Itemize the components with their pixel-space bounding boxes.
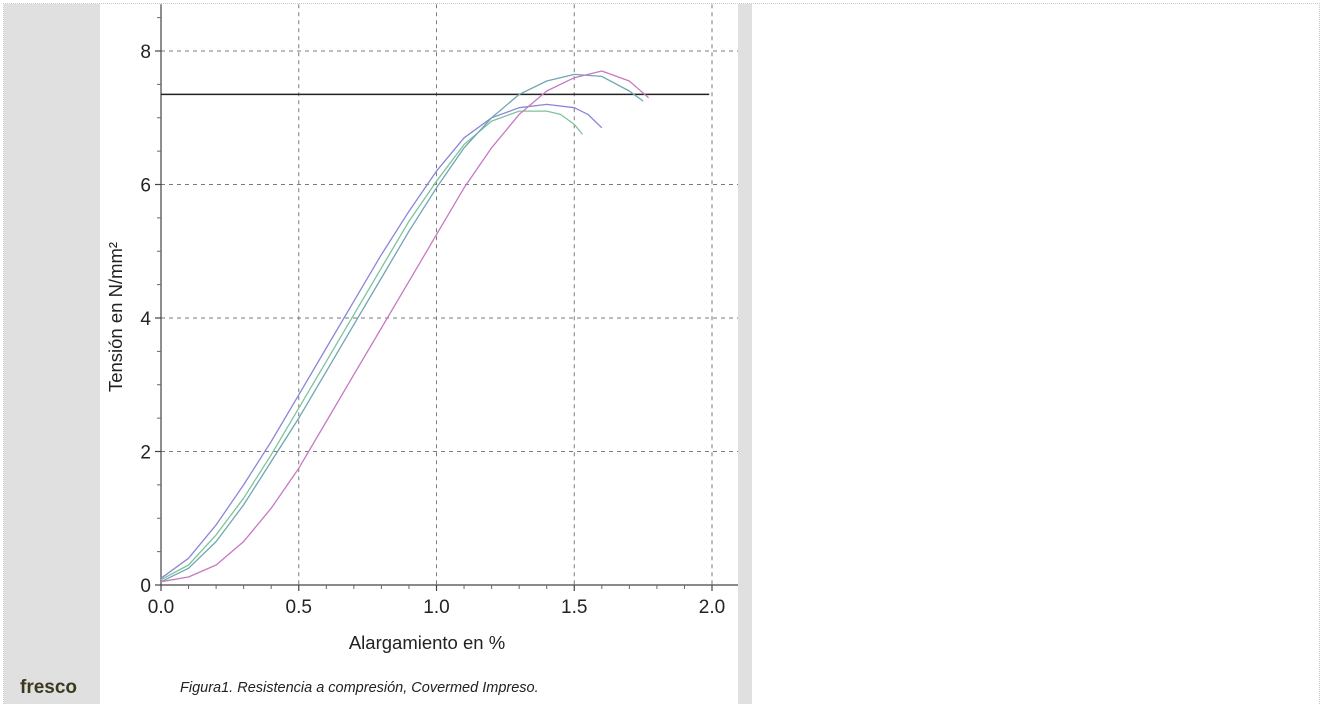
y-tick-label: 4 <box>140 309 151 330</box>
chart: 0.0 0.5 1.0 1.5 2.0 0 2 4 6 8 Alargamiento en % T… <box>105 4 738 653</box>
y-tick-label: 8 <box>140 42 151 63</box>
series <box>160 70 650 583</box>
x-tick-label: 1.0 <box>423 597 449 618</box>
page-frame <box>3 3 1320 704</box>
x-tick-label: 2.0 <box>699 597 725 618</box>
tick-labels: 0.0 0.5 1.0 1.5 2.0 0 2 4 6 8 <box>140 42 725 618</box>
y-axis-label: Tensión en N/mm² <box>105 242 126 392</box>
side-text: fresco <box>20 677 78 698</box>
y-tick-label: 2 <box>140 443 151 464</box>
x-tick-label: 0.0 <box>148 597 174 618</box>
grid <box>161 4 738 585</box>
ticks <box>155 17 713 591</box>
axes <box>160 4 738 586</box>
series-line-3 <box>160 73 644 583</box>
y-tick-label: 0 <box>140 576 151 597</box>
x-tick-label: 0.5 <box>286 597 312 618</box>
figure-panel: 0.0 0.5 1.0 1.5 2.0 0 2 4 6 8 Alargamiento en % T… <box>100 4 738 704</box>
x-axis-label: Alargamiento en % <box>349 632 505 653</box>
series-line-1 <box>160 103 603 579</box>
x-tick-label: 1.5 <box>561 597 587 618</box>
left-gray-strip <box>4 4 100 704</box>
figure-caption: Figura1. Resistencia a compresión, Cover… <box>180 680 539 696</box>
series-line-4 <box>160 70 650 583</box>
right-gray-strip <box>738 4 752 704</box>
series-line-2 <box>160 110 584 581</box>
y-tick-label: 6 <box>140 176 151 197</box>
